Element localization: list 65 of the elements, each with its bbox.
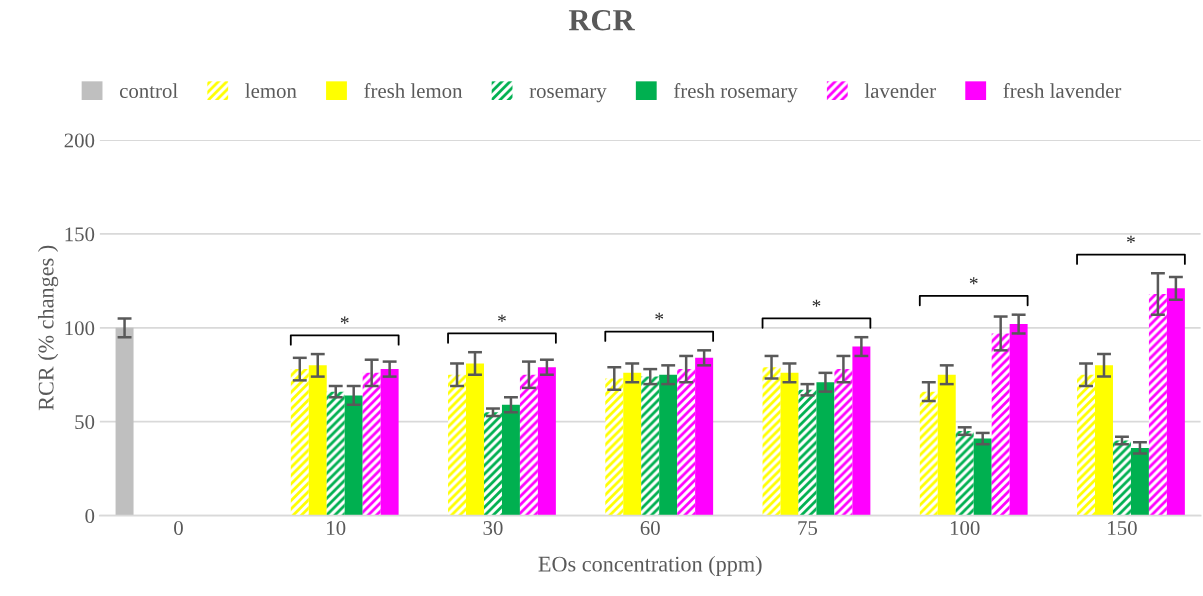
bar [834,369,853,516]
annotation: * [655,312,664,320]
y-tick-label: 50 [75,415,95,430]
bar [955,431,974,516]
x-tick-label: 100 [950,521,980,536]
bar [677,369,696,516]
bar [798,389,817,516]
x-tick-label: 10 [327,521,346,536]
bar [344,395,363,516]
bar [1112,440,1131,516]
bar [1166,288,1185,516]
bar [380,369,399,516]
bar [695,357,714,516]
bar [991,333,1010,516]
annotation: * [1127,235,1135,243]
y-tick-label: 0 [85,508,95,523]
bar [937,374,956,516]
annotation: * [340,316,349,324]
bar [1009,324,1028,516]
x-tick-label: 150 [1108,521,1137,536]
bar [519,374,538,516]
bar [1148,294,1167,516]
legend-label: fresh lavender [1003,83,1122,98]
legend-label: rosemary [529,87,607,103]
bar [362,372,381,516]
y-axis-title: RCR (% changes ) [37,245,59,411]
bar [623,372,642,516]
bar [483,412,502,516]
bar [115,327,134,516]
legend-label: fresh lemon [364,83,463,98]
bar [326,391,345,516]
annotation: * [812,299,821,307]
bar [501,404,520,516]
legend-label: control [119,83,178,98]
x-tick-label: 30 [483,521,503,536]
x-tick-label: 60 [640,521,660,536]
bar [659,374,678,516]
bar [816,382,835,516]
bar [466,363,484,516]
bar [919,391,938,516]
x-tick-label: 75 [798,521,818,536]
bar [448,374,467,516]
legend-label: lemon [245,83,297,98]
bar [852,346,871,516]
bar [780,372,799,516]
legend-label: lavender [864,83,936,98]
bar [641,376,660,516]
y-tick-label: 200 [64,133,95,148]
y-tick-label: 100 [65,321,95,336]
bar [537,367,556,516]
y-tick-label: 150 [65,227,95,242]
bar [1130,447,1149,516]
x-axis-title: EOs concentration (ppm) [538,555,762,577]
annotation: * [969,277,978,285]
bar [605,378,624,516]
bar [1095,365,1113,516]
bar [973,438,992,516]
x-tick-label: 0 [174,521,183,536]
legend-label: fresh rosemary [673,83,798,103]
bar [1077,374,1096,516]
bar [762,367,781,516]
bar [308,365,327,516]
annotation: * [498,314,506,322]
bar [290,369,309,516]
chart-title: RCR [568,9,635,31]
